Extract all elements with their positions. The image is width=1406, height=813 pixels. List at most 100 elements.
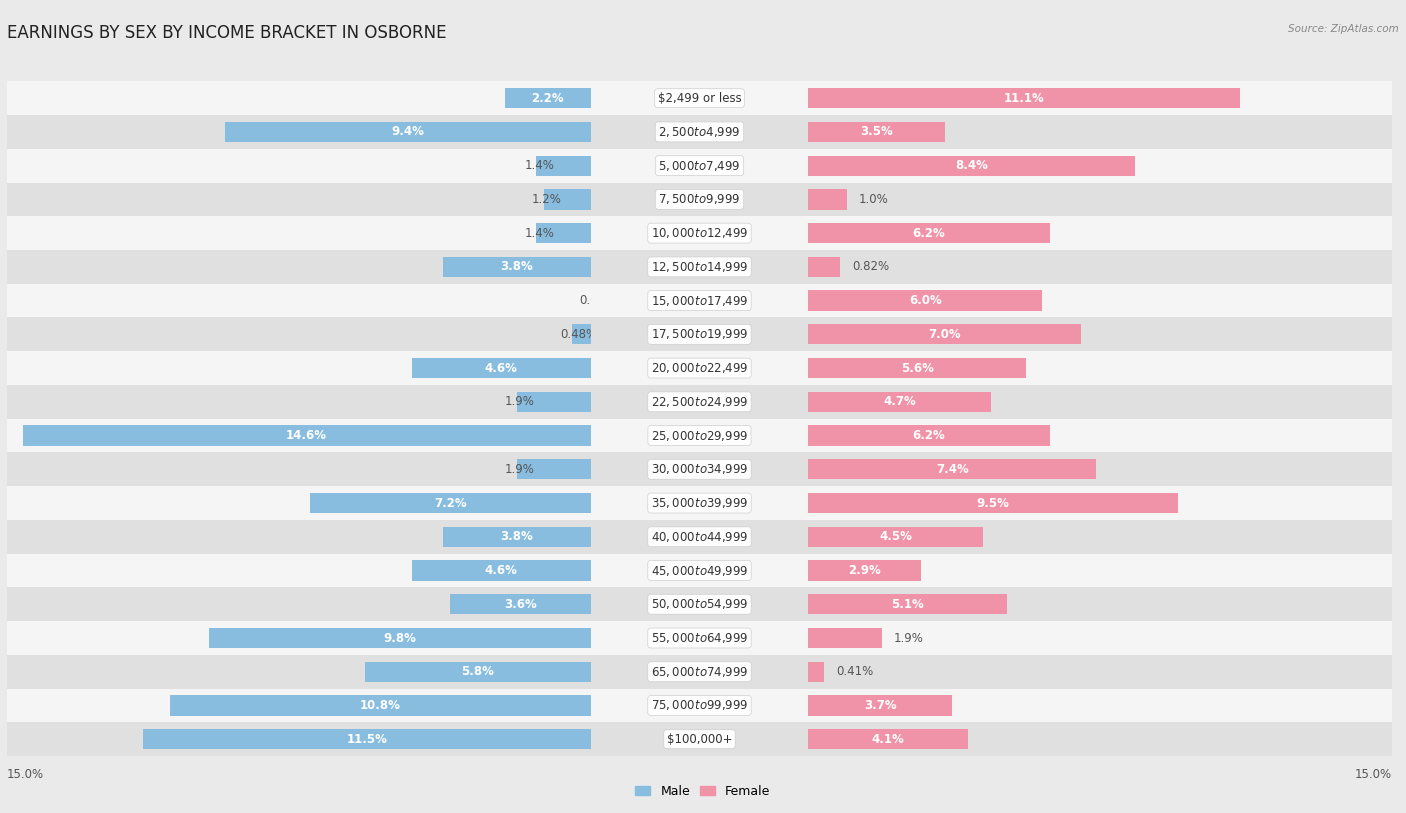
Bar xyxy=(808,88,1240,108)
Text: 3.8%: 3.8% xyxy=(501,260,533,273)
Bar xyxy=(808,351,1392,385)
Bar xyxy=(7,182,591,216)
Bar xyxy=(808,419,1392,452)
Bar xyxy=(412,560,591,580)
Text: 7.2%: 7.2% xyxy=(434,497,467,510)
Bar xyxy=(808,587,1392,621)
Bar xyxy=(808,486,1392,520)
Bar xyxy=(536,223,591,243)
Bar xyxy=(7,216,591,250)
Bar xyxy=(808,493,1178,513)
Bar xyxy=(808,520,1392,554)
Text: $22,500 to $24,999: $22,500 to $24,999 xyxy=(651,395,748,409)
Bar xyxy=(7,149,591,182)
Bar xyxy=(808,560,921,580)
Bar xyxy=(808,149,1392,182)
Text: $15,000 to $17,499: $15,000 to $17,499 xyxy=(651,293,748,307)
Bar xyxy=(7,587,591,621)
Bar xyxy=(808,594,1007,615)
Text: 1.2%: 1.2% xyxy=(531,193,562,206)
Bar xyxy=(225,122,591,142)
Bar xyxy=(808,122,945,142)
Text: 9.4%: 9.4% xyxy=(391,125,425,138)
Bar xyxy=(591,587,808,621)
Bar xyxy=(591,722,808,756)
Bar xyxy=(7,81,591,115)
Bar xyxy=(7,452,591,486)
Text: 1.0%: 1.0% xyxy=(859,193,889,206)
Bar xyxy=(808,722,1392,756)
Bar xyxy=(591,419,808,452)
Bar xyxy=(143,729,591,750)
Text: $12,500 to $14,999: $12,500 to $14,999 xyxy=(651,260,748,274)
Text: 5.1%: 5.1% xyxy=(891,598,924,611)
Bar xyxy=(544,189,591,210)
Bar xyxy=(808,459,1097,480)
Bar xyxy=(808,392,991,412)
Text: $2,500 to $4,999: $2,500 to $4,999 xyxy=(658,125,741,139)
Text: 4.6%: 4.6% xyxy=(485,362,517,375)
Bar xyxy=(591,81,808,115)
Bar xyxy=(516,459,591,480)
Bar xyxy=(591,149,808,182)
Text: 0.82%: 0.82% xyxy=(852,260,889,273)
Bar xyxy=(808,527,984,547)
Text: 3.8%: 3.8% xyxy=(501,530,533,543)
Bar xyxy=(311,493,591,513)
Text: $20,000 to $22,499: $20,000 to $22,499 xyxy=(651,361,748,375)
Text: 1.9%: 1.9% xyxy=(505,463,534,476)
Text: $45,000 to $49,999: $45,000 to $49,999 xyxy=(651,563,748,577)
Text: 6.2%: 6.2% xyxy=(912,429,945,442)
Bar xyxy=(808,425,1050,446)
Bar xyxy=(366,662,591,682)
Text: 4.5%: 4.5% xyxy=(880,530,912,543)
Text: EARNINGS BY SEX BY INCOME BRACKET IN OSBORNE: EARNINGS BY SEX BY INCOME BRACKET IN OSB… xyxy=(7,24,447,42)
Text: 9.8%: 9.8% xyxy=(384,632,416,645)
Text: $25,000 to $29,999: $25,000 to $29,999 xyxy=(651,428,748,442)
Bar xyxy=(443,527,591,547)
Bar xyxy=(808,628,883,648)
Text: Source: ZipAtlas.com: Source: ZipAtlas.com xyxy=(1288,24,1399,34)
Bar xyxy=(808,284,1392,317)
Bar xyxy=(22,425,591,446)
Bar xyxy=(808,554,1392,587)
Text: 3.7%: 3.7% xyxy=(865,699,897,712)
Bar xyxy=(7,554,591,587)
Text: 7.4%: 7.4% xyxy=(936,463,969,476)
Text: 3.5%: 3.5% xyxy=(860,125,893,138)
Bar xyxy=(7,115,591,149)
Bar xyxy=(591,689,808,722)
Text: $10,000 to $12,499: $10,000 to $12,499 xyxy=(651,226,748,240)
Text: 5.8%: 5.8% xyxy=(461,665,494,678)
Bar xyxy=(591,182,808,216)
Bar xyxy=(7,486,591,520)
Bar xyxy=(7,284,591,317)
Bar xyxy=(591,655,808,689)
Text: $55,000 to $64,999: $55,000 to $64,999 xyxy=(651,631,748,645)
Text: 1.4%: 1.4% xyxy=(524,159,554,172)
Bar xyxy=(808,182,1392,216)
Bar xyxy=(7,689,591,722)
Bar xyxy=(591,216,808,250)
Bar xyxy=(808,290,1042,311)
Text: $5,000 to $7,499: $5,000 to $7,499 xyxy=(658,159,741,172)
Bar xyxy=(808,317,1392,351)
Bar xyxy=(808,115,1392,149)
Text: 14.6%: 14.6% xyxy=(285,429,328,442)
Bar xyxy=(7,385,591,419)
Text: $7,500 to $9,999: $7,500 to $9,999 xyxy=(658,193,741,207)
Bar xyxy=(808,452,1392,486)
Bar xyxy=(808,358,1026,378)
Bar xyxy=(808,257,841,277)
Bar xyxy=(7,419,591,452)
Text: $100,000+: $100,000+ xyxy=(666,733,733,746)
Text: 2.9%: 2.9% xyxy=(848,564,882,577)
Bar xyxy=(412,358,591,378)
Bar xyxy=(7,655,591,689)
Bar xyxy=(808,155,1135,176)
Bar xyxy=(572,324,591,345)
Text: 6.2%: 6.2% xyxy=(912,227,945,240)
Bar xyxy=(591,115,808,149)
Bar xyxy=(170,695,591,715)
Text: 3.6%: 3.6% xyxy=(505,598,537,611)
